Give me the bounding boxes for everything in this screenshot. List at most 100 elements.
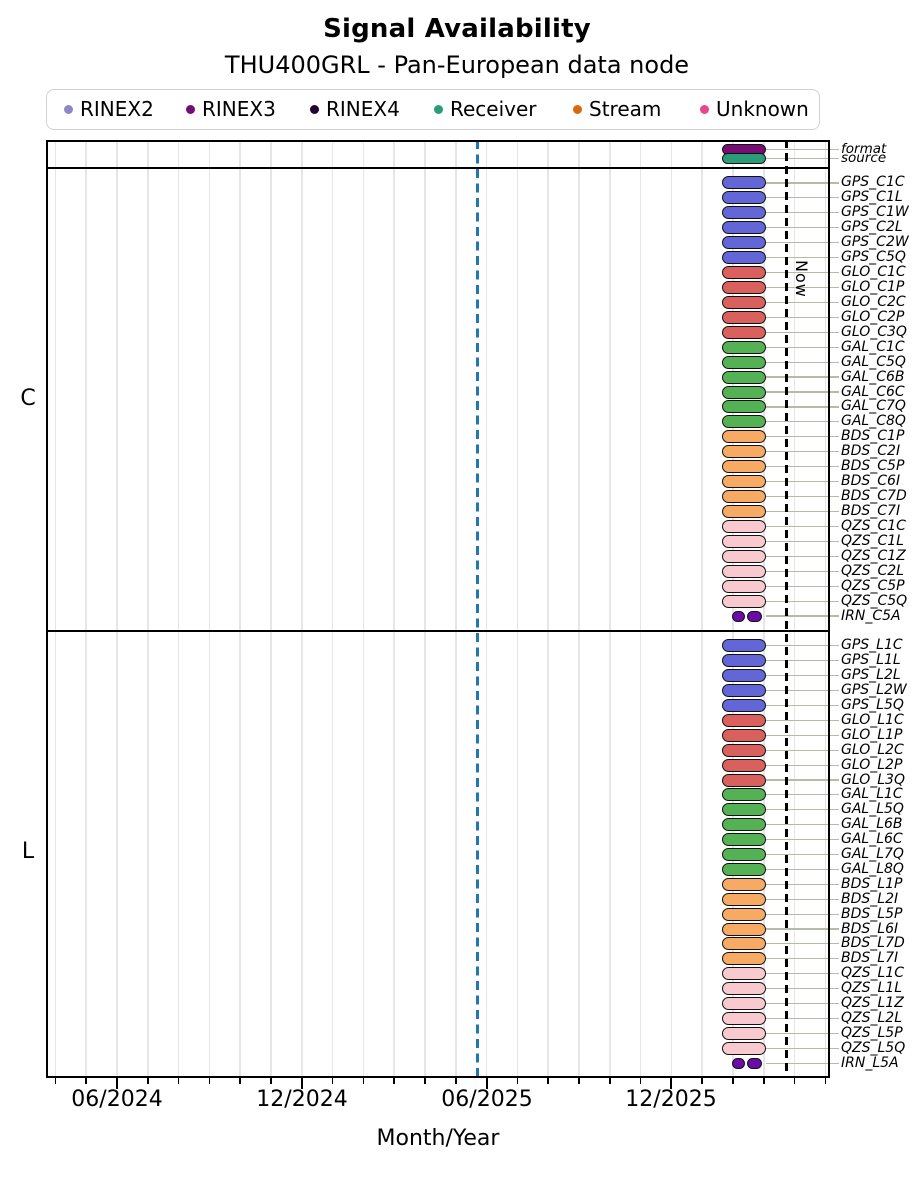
month-gridline xyxy=(424,140,426,1078)
row-leader-line xyxy=(766,570,839,572)
signal-row-label: GLO_L1C xyxy=(841,711,904,728)
month-gridline xyxy=(208,140,211,1078)
signal-row-label: GPS_L1C xyxy=(841,637,903,654)
signal-row-label: GPS_L5Q xyxy=(841,697,904,713)
rinex3-legend-dot xyxy=(185,105,195,114)
availability-bar xyxy=(722,310,766,324)
row-leader-line xyxy=(766,158,839,160)
rinex2-legend-dot xyxy=(63,105,73,114)
row-leader-line xyxy=(766,436,839,438)
availability-bar-segment xyxy=(747,1057,762,1069)
x-axis-tick-label: 12/2024 xyxy=(256,1087,348,1112)
signal-row-label: BDS_C2I xyxy=(841,443,901,460)
availability-bar xyxy=(722,997,766,1010)
x-axis-minor-tick xyxy=(54,1078,57,1084)
availability-bar-segment xyxy=(732,610,745,622)
month-gridline xyxy=(763,140,765,1078)
now-label: Now xyxy=(792,260,811,298)
x-axis-minor-tick xyxy=(793,1078,796,1084)
row-leader-line xyxy=(766,988,839,990)
signal-row-label: GLO_C2P xyxy=(841,308,905,325)
signal-row-label: QZS_L1L xyxy=(841,980,903,997)
signal-row-label: GAL_C7Q xyxy=(841,398,906,415)
row-leader-line xyxy=(766,197,839,199)
month-gridline xyxy=(147,140,149,1078)
row-leader-line xyxy=(766,958,839,960)
legend xyxy=(46,89,820,130)
signal-row-label: IRN_C5A xyxy=(841,607,901,624)
availability-bar xyxy=(722,176,766,190)
availability-bar xyxy=(722,370,766,384)
row-leader-line xyxy=(766,824,839,826)
signal-row-label: GLO_L2C xyxy=(841,741,904,758)
availability-bar xyxy=(722,862,766,876)
row-leader-line xyxy=(766,749,839,751)
availability-bar xyxy=(722,639,766,653)
row-leader-line xyxy=(766,794,839,796)
signal-row-label: BDS_L1P xyxy=(841,875,903,892)
availability-bar xyxy=(722,952,766,966)
row-leader-line xyxy=(766,839,839,841)
availability-bar xyxy=(722,1011,766,1025)
x-axis-minor-tick xyxy=(393,1078,395,1084)
row-leader-line xyxy=(766,1017,839,1019)
row-leader-line xyxy=(766,555,839,557)
x-axis-minor-tick xyxy=(362,1078,365,1084)
row-leader-line xyxy=(766,779,839,781)
row-leader-line xyxy=(766,391,839,393)
row-leader-line xyxy=(766,227,839,229)
signal-row-label: GAL_C8Q xyxy=(841,413,906,430)
row-leader-line xyxy=(766,286,839,289)
signal-row-label: GPS_C5Q xyxy=(841,249,906,266)
signal-row-label: IRN_L5A xyxy=(841,1054,899,1071)
row-leader-line xyxy=(766,148,839,150)
signal-row-label: GPS_C1W xyxy=(841,204,909,221)
signal-row-label: GPS_C1L xyxy=(841,189,903,206)
month-gridline xyxy=(485,140,488,1078)
event-date-dashed-line xyxy=(475,140,479,1078)
x-axis-minor-tick xyxy=(147,1078,149,1084)
row-leader-line xyxy=(766,316,839,318)
availability-bar xyxy=(722,549,766,563)
x-axis-major-tick xyxy=(486,1078,488,1089)
availability-bar xyxy=(722,266,766,280)
month-gridline xyxy=(239,140,241,1078)
row-leader-line xyxy=(766,182,839,184)
signal-row-label: GAL_L1C xyxy=(841,786,903,803)
row-leader-line xyxy=(766,361,839,363)
x-axis-tick-label: 06/2024 xyxy=(71,1087,163,1112)
signal-row-label: QZS_L1Z xyxy=(841,995,904,1011)
month-gridline xyxy=(732,140,734,1078)
signal-row-label: BDS_L5P xyxy=(841,905,903,922)
row-leader-line xyxy=(766,540,839,542)
month-gridline xyxy=(270,140,272,1078)
chart-title: Signal Availability xyxy=(323,14,591,44)
legend-item-label: Unknown xyxy=(716,97,809,121)
x-axis-major-tick xyxy=(301,1078,303,1089)
signal-row-label: GAL_L6C xyxy=(841,831,903,848)
availability-bar xyxy=(722,907,766,921)
row-leader-line xyxy=(766,645,839,647)
signal-row-label: BDS_C1P xyxy=(841,428,905,445)
row-leader-line xyxy=(766,734,839,736)
x-axis-minor-tick xyxy=(455,1078,457,1084)
availability-bar xyxy=(722,1041,766,1055)
x-axis-minor-tick xyxy=(331,1078,334,1084)
signal-row-label: BDS_L7D xyxy=(841,935,905,952)
month-gridline xyxy=(793,140,796,1078)
signal-row-label: GPS_C2L xyxy=(841,219,903,236)
availability-bar xyxy=(722,594,766,608)
availability-bar xyxy=(722,803,766,817)
x-axis-tick-label: 06/2025 xyxy=(441,1087,533,1112)
signal-row-label: GPS_C1C xyxy=(841,174,905,191)
availability-bar xyxy=(722,460,766,474)
availability-bar xyxy=(722,564,766,578)
availability-bar xyxy=(722,206,766,220)
row-leader-line xyxy=(766,1062,839,1064)
now-dashed-line xyxy=(784,140,788,1078)
availability-bar xyxy=(722,713,766,727)
signal-row-label: BDS_C7I xyxy=(841,503,901,520)
month-gridline xyxy=(54,140,57,1078)
availability-bar xyxy=(722,355,766,369)
signal-row-label: GAL_C6B xyxy=(841,368,905,385)
